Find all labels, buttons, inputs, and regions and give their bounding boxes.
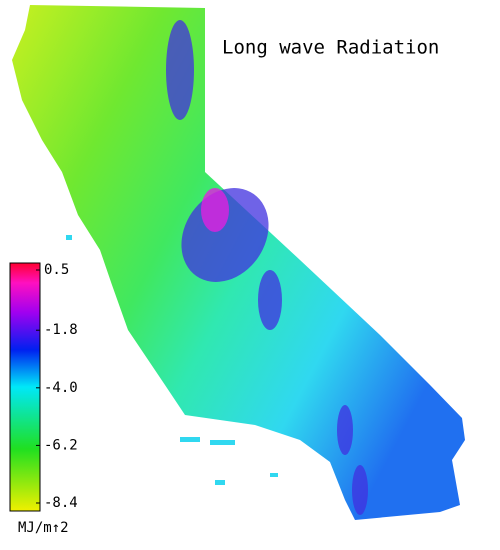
colorbar-tick-label: -8.4 <box>44 495 78 511</box>
colorbar-tick-label: -6.2 <box>44 437 78 453</box>
colorbar-tick-label: -1.8 <box>44 322 78 338</box>
high-peaks <box>201 188 229 232</box>
colorbar-tick-label: 0.5 <box>44 262 69 278</box>
colorbar <box>9 262 41 512</box>
colorbar-tick-label: -4.0 <box>44 380 78 396</box>
map-title: Long wave Radiation <box>222 37 439 59</box>
islands <box>66 235 278 485</box>
colorbar-unit: MJ/m↑2 <box>18 520 69 536</box>
